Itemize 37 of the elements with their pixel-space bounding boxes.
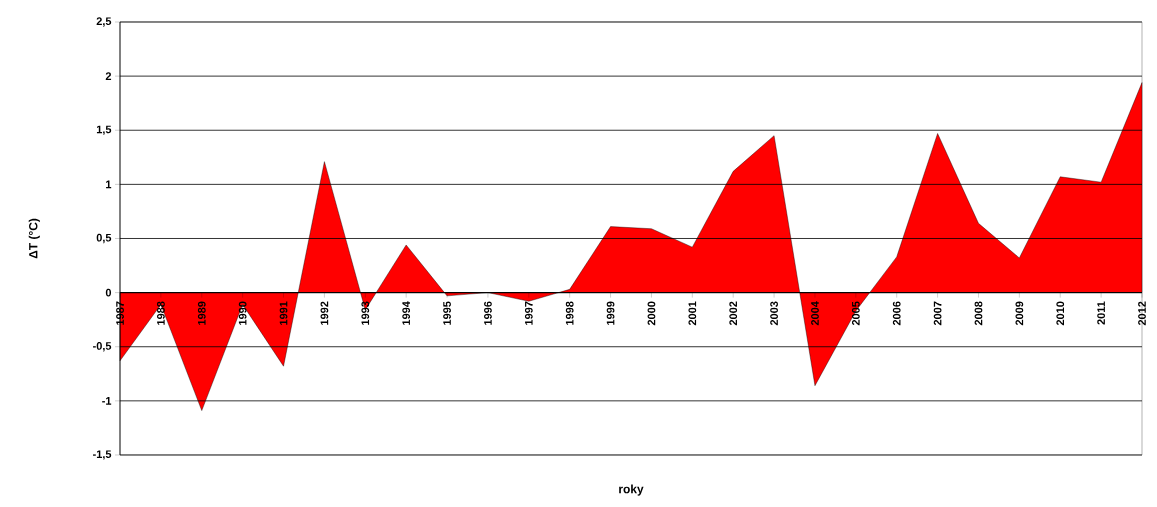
- x-tick-label: 1995: [443, 301, 451, 325]
- x-tick-label: 2002: [729, 301, 738, 326]
- y-tick-label: 2: [105, 72, 112, 80]
- x-tick-label: 1997: [524, 301, 533, 325]
- x-tick-label: 2008: [974, 301, 983, 326]
- y-tick-label: 0,5: [96, 233, 112, 244]
- x-tick-label: 2006: [892, 301, 901, 326]
- y-tick-label: 1,5: [96, 125, 112, 135]
- y-tick-label: -1: [102, 397, 112, 405]
- x-tick-label: 1998: [565, 301, 574, 325]
- x-tick-label: 1991: [279, 301, 288, 325]
- x-tick-label: 2009: [1015, 301, 1024, 326]
- x-tick-label: 1987: [116, 301, 124, 325]
- x-tick-label: 1993: [361, 301, 370, 325]
- x-tick-label: 2003: [770, 301, 778, 326]
- x-tick-label: 1999: [606, 301, 615, 325]
- y-tick-label: -0,5: [93, 342, 112, 352]
- x-tick-label: 1990: [238, 301, 247, 325]
- x-tick-label: 2005: [851, 301, 860, 326]
- x-tick-label: 2011: [1097, 301, 1105, 325]
- x-tick-label: 2004: [811, 301, 819, 326]
- x-tick-label: 2000: [647, 301, 656, 326]
- x-tick-label: 1992: [320, 301, 329, 325]
- y-tick-label: 1: [106, 180, 112, 189]
- x-tick-label: 1994: [402, 301, 411, 325]
- x-tick-label: 1989: [197, 301, 206, 325]
- x-tick-label: 1988: [157, 301, 165, 325]
- x-axis-title: roky: [619, 484, 644, 496]
- x-tick-label: 1996: [484, 301, 492, 325]
- y-tick-label: 2,5: [96, 17, 112, 27]
- y-tick-label: -1,5: [93, 450, 112, 460]
- y-axis-title: ΔT (°C): [28, 218, 40, 259]
- x-tick-label: 2007: [933, 301, 942, 326]
- x-tick-label: 2012: [1138, 301, 1146, 326]
- x-tick-label: 2001: [688, 301, 697, 326]
- y-tick-label: 0: [105, 288, 112, 297]
- x-tick-label: 2010: [1056, 301, 1065, 326]
